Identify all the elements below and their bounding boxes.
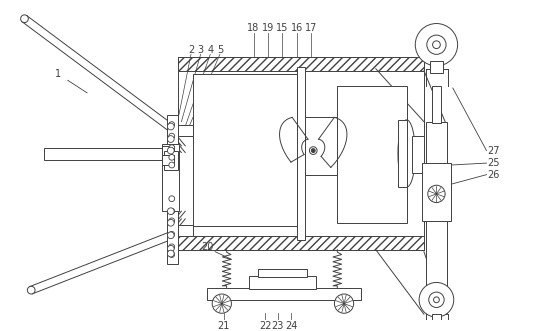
Bar — [258, 269, 307, 277]
Circle shape — [169, 122, 175, 127]
Text: 22: 22 — [259, 321, 271, 331]
Bar — [178, 57, 424, 71]
Bar — [431, 86, 441, 123]
Circle shape — [167, 147, 174, 154]
Bar — [337, 86, 407, 223]
Circle shape — [167, 250, 174, 257]
Bar — [162, 144, 180, 211]
Circle shape — [428, 185, 445, 203]
Bar — [249, 276, 316, 289]
Circle shape — [169, 208, 175, 214]
Circle shape — [169, 133, 175, 139]
Circle shape — [167, 219, 174, 226]
Bar — [167, 115, 177, 264]
Text: 18: 18 — [248, 24, 259, 33]
Text: 20: 20 — [201, 242, 213, 252]
Bar — [178, 236, 424, 250]
Bar — [207, 288, 361, 300]
Circle shape — [434, 297, 440, 303]
Circle shape — [334, 294, 354, 313]
Circle shape — [427, 35, 446, 54]
Text: 5: 5 — [217, 44, 223, 55]
Circle shape — [27, 286, 35, 294]
Circle shape — [311, 149, 315, 153]
Bar — [426, 122, 447, 314]
Bar — [44, 148, 164, 160]
Text: 3: 3 — [198, 44, 204, 55]
Bar — [164, 151, 178, 170]
Circle shape — [433, 41, 440, 49]
Circle shape — [167, 123, 174, 130]
Circle shape — [212, 294, 232, 313]
Bar — [162, 146, 174, 155]
Text: 1: 1 — [55, 69, 61, 78]
Bar — [193, 73, 297, 226]
Circle shape — [167, 208, 174, 214]
Circle shape — [419, 282, 454, 317]
Text: 25: 25 — [487, 158, 500, 168]
Circle shape — [167, 136, 174, 142]
Text: 17: 17 — [305, 24, 317, 33]
Circle shape — [169, 244, 175, 250]
Circle shape — [20, 15, 28, 23]
Text: 19: 19 — [262, 24, 274, 33]
Text: 15: 15 — [276, 24, 288, 33]
Circle shape — [167, 245, 174, 252]
Circle shape — [169, 231, 175, 237]
Circle shape — [429, 292, 444, 307]
Bar — [304, 117, 337, 175]
Circle shape — [169, 162, 175, 168]
Text: 4: 4 — [207, 44, 213, 55]
Text: 24: 24 — [285, 321, 297, 331]
Circle shape — [169, 196, 175, 202]
Bar — [430, 61, 443, 72]
Bar — [422, 163, 451, 221]
Bar — [297, 67, 304, 240]
Text: 21: 21 — [218, 321, 230, 331]
Text: 2: 2 — [188, 44, 194, 55]
Circle shape — [167, 232, 174, 239]
Bar — [177, 124, 193, 136]
Circle shape — [169, 218, 175, 224]
Text: 27: 27 — [487, 146, 500, 156]
Circle shape — [309, 147, 317, 155]
Bar — [431, 314, 441, 331]
Text: 26: 26 — [487, 170, 500, 180]
Bar — [177, 225, 193, 236]
Circle shape — [169, 145, 175, 151]
Bar — [178, 57, 424, 250]
Bar — [162, 155, 174, 165]
Bar — [398, 120, 407, 187]
Bar — [412, 136, 424, 173]
Circle shape — [169, 155, 175, 160]
Text: 23: 23 — [271, 321, 284, 331]
Circle shape — [415, 24, 458, 66]
Text: 16: 16 — [291, 24, 303, 33]
Circle shape — [169, 252, 175, 258]
